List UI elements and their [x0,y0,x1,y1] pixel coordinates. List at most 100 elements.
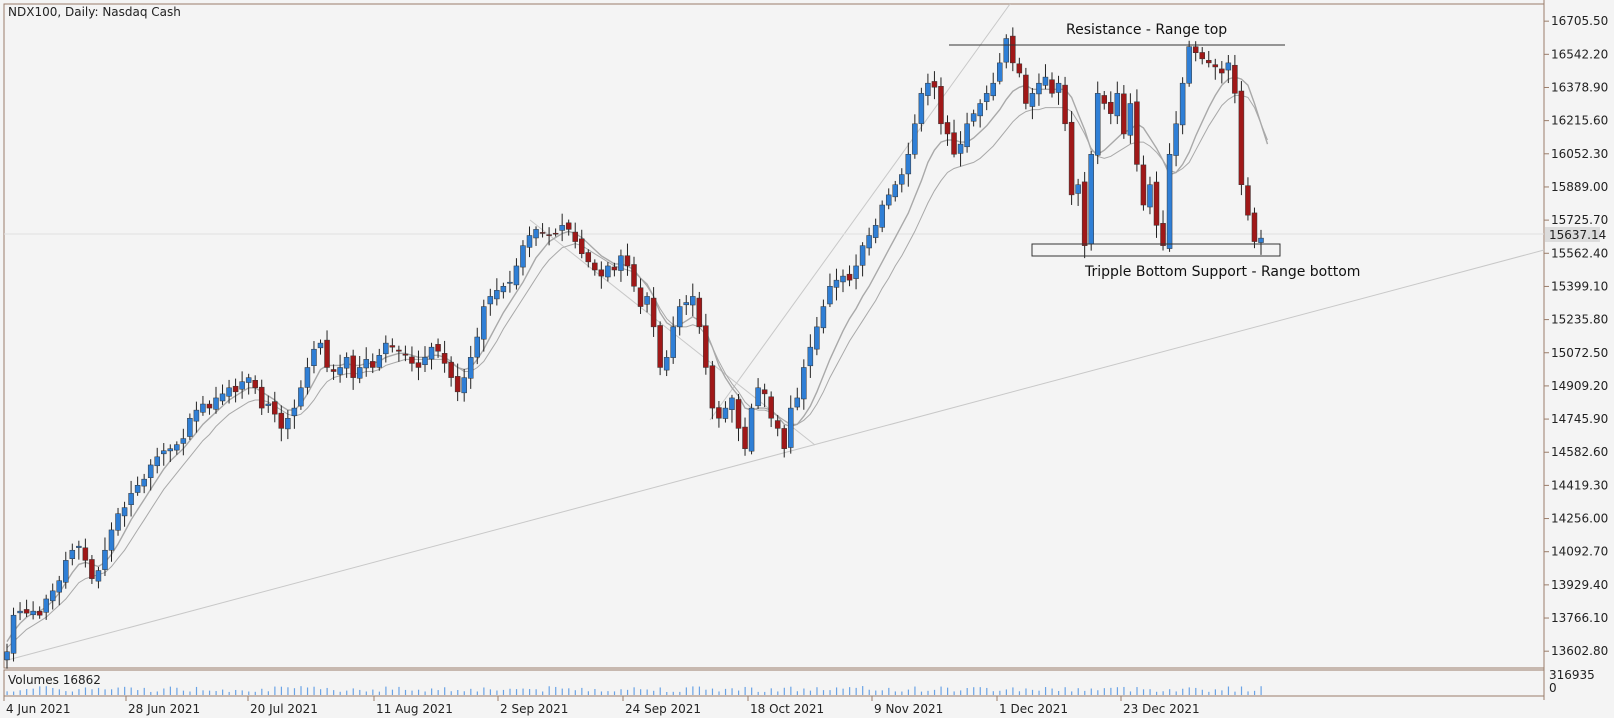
volume-bar [731,688,733,695]
candle-body [1108,101,1114,114]
candle-body [108,529,115,551]
volume-bar [1247,691,1249,695]
candle-body [814,326,820,350]
candles [4,27,1264,669]
candle-body [1036,82,1042,95]
candle-body [1049,79,1055,94]
volume-bar [901,691,903,695]
volume-bar [1253,690,1256,695]
candle-body [781,428,787,449]
candle-body [1101,95,1107,104]
volume-label: Volumes 16862 [8,673,101,687]
candle-body [1245,185,1251,216]
volume-bar [1116,687,1119,695]
candle-body [657,325,663,368]
volume-bar [313,686,315,695]
candle-body [794,397,801,408]
volume-bar [71,691,74,695]
volume-bar [1221,690,1223,695]
candle-body [343,357,350,369]
support-zone-box [1031,243,1281,257]
volume-bar [659,687,661,695]
volume-bar [751,687,753,695]
volume-bar [65,691,67,695]
y-tick-label: 15235.80 [1551,313,1608,327]
candle-body [1212,64,1219,68]
volume-bar [914,686,916,695]
candle-body [585,252,592,263]
candle-body [161,450,167,455]
volume-bar [626,689,629,695]
candle-body [1140,164,1147,206]
candle-body [76,545,82,548]
volume-bar [78,689,80,695]
volume-bar [705,689,707,695]
volume-bar [1051,688,1053,695]
volume-bar [986,687,988,695]
candle-body [102,549,108,570]
volume-bar [927,690,929,695]
volume-bar [561,688,563,695]
volume-bar [457,689,459,695]
volume-bar [359,689,361,695]
candle-body [565,222,572,230]
candle-body [748,407,755,452]
candle-body [69,549,76,559]
candle-body [513,265,520,286]
candle-body [526,235,533,248]
candle-body [317,342,324,349]
candle-body [278,412,285,429]
volume-bar [470,688,472,695]
volume-bar [894,691,896,695]
volume-bar [829,690,831,695]
candle-body [637,287,644,307]
candle-body [729,397,735,410]
volume-bar [417,689,420,695]
y-tick-label: 14256.00 [1551,512,1608,526]
volume-bar [182,690,185,695]
volume-bar [679,691,681,695]
candle-body [559,225,565,231]
candle-body [23,609,30,614]
y-tick-label: 15889.00 [1551,180,1608,194]
volume-bar [672,691,674,695]
volume-bar [1077,688,1079,695]
candle-body [507,281,513,284]
volume-bar [842,688,844,695]
volume-bar [496,690,498,695]
candle-body [788,407,794,448]
candle-body [970,113,977,122]
volume-bar [816,687,818,695]
candle-body [944,122,951,135]
ma-slow-line [6,94,1268,649]
candle-body [1192,46,1199,53]
candle-body [690,296,696,306]
candle-body [30,610,36,616]
candle-body [63,560,69,583]
volume-bar [1234,691,1236,695]
candle-body [1075,184,1081,194]
volume-bar [979,687,981,695]
candle-body [265,403,271,406]
volume-bar [306,687,309,695]
y-tick-label: 16705.50 [1551,14,1608,28]
volume-bar [640,689,642,695]
candle-body [650,297,657,328]
candle-body [833,279,840,288]
candle-body [376,355,383,368]
volume-bar [267,691,269,695]
volume-bar [1097,690,1099,695]
resistance-label: Resistance - Range top [1066,22,1227,38]
volume-bar [1214,689,1216,695]
x-tick-label: 24 Sep 2021 [625,702,701,716]
candle-body [324,339,330,368]
y-tick-label: 16542.20 [1551,47,1608,61]
candle-body [572,231,578,242]
volume-bar [744,686,746,695]
volume-bar [176,687,178,695]
volume-bar [1090,688,1092,695]
candle-body [1238,90,1245,185]
candle-body [872,225,879,238]
